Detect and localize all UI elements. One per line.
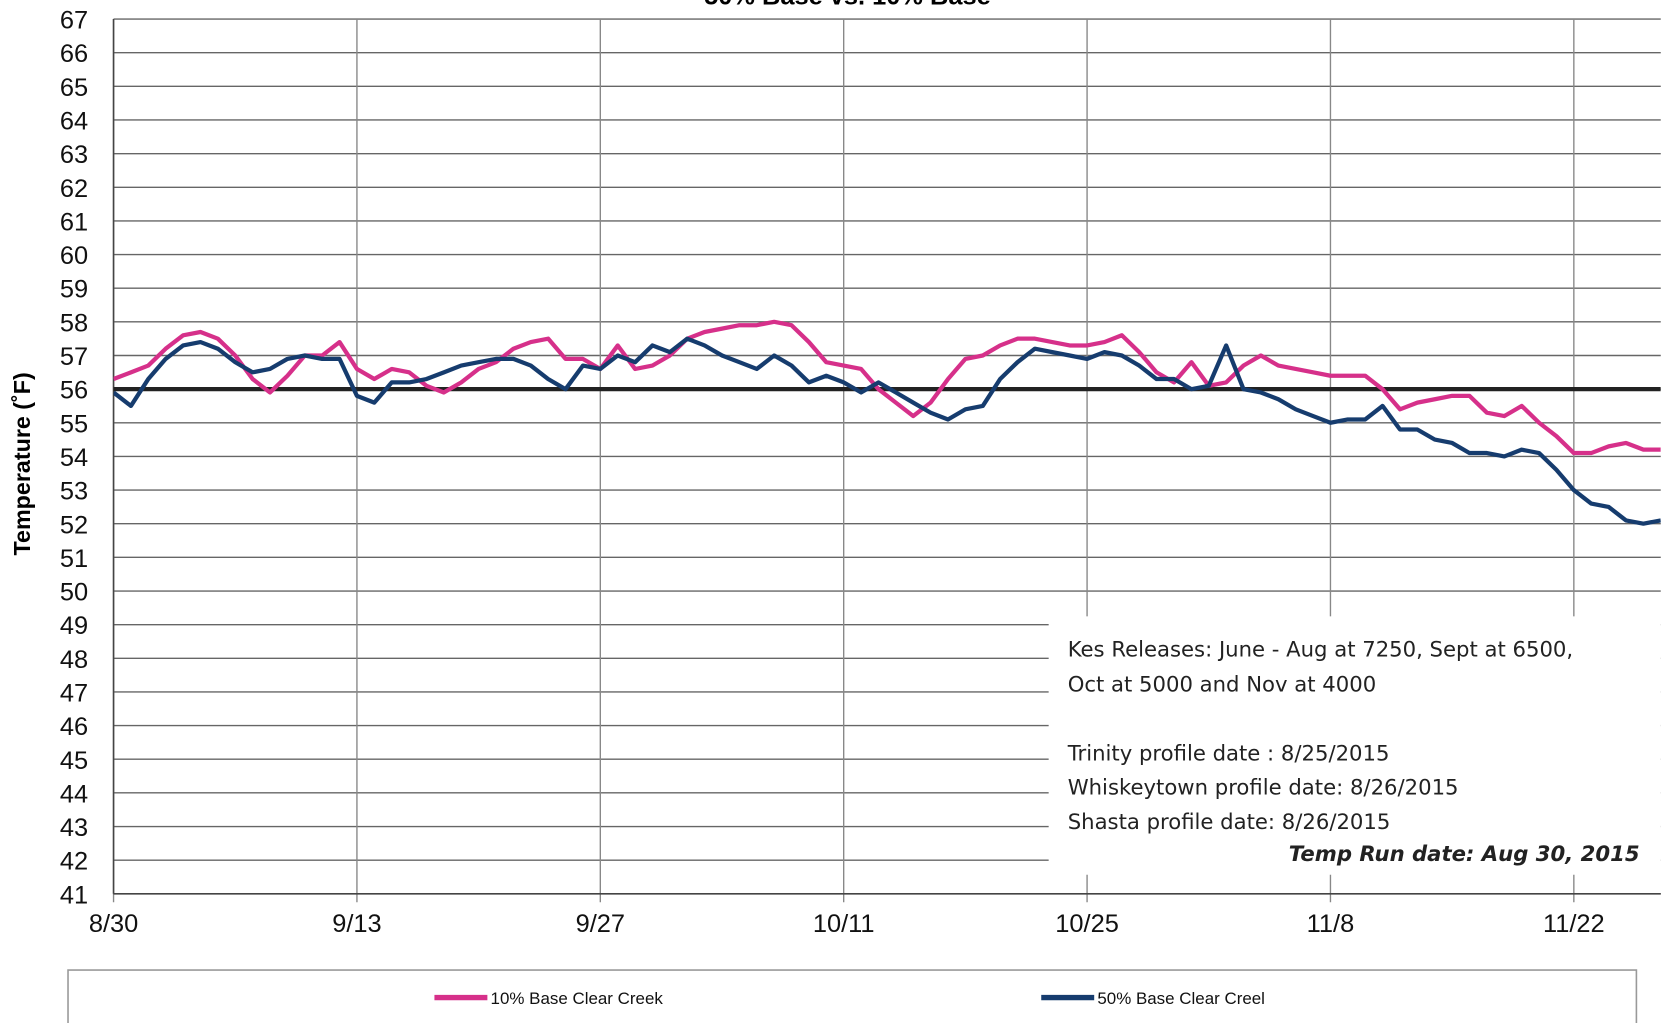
annotation-text: Shasta profile date: 8/26/2015	[1068, 809, 1391, 834]
x-tick-label: 9/27	[576, 910, 625, 938]
x-tick-label: 8/30	[89, 910, 138, 938]
x-tick-label: 10/25	[1055, 910, 1119, 938]
y-tick-label: 62	[60, 175, 88, 203]
y-tick-label: 56	[60, 377, 88, 405]
annotation-text: Whiskeytown profile date: 8/26/2015	[1068, 774, 1459, 799]
y-tick-label: 54	[60, 444, 88, 472]
y-tick-label: 42	[60, 848, 88, 876]
annotation-text: Trinity profile date : 8/25/2015	[1067, 740, 1390, 765]
legend	[67, 969, 1638, 1023]
series-line	[113, 319, 1661, 456]
y-tick-label: 47	[60, 679, 88, 707]
y-tick-label: 53	[60, 478, 88, 506]
x-tick-label: 10/11	[813, 910, 875, 938]
annotation-text: Kes Releases: June - Aug at 7250, Sept a…	[1068, 637, 1573, 662]
y-tick-label: 66	[60, 40, 88, 68]
y-tick-label: 57	[60, 343, 88, 371]
y-axis-label: Temperature (˚F)	[9, 372, 35, 555]
y-tick-label: 46	[60, 713, 88, 741]
y-tick-label: 59	[60, 276, 88, 304]
y-tick-label: 60	[60, 242, 88, 270]
y-tick-label: 61	[60, 208, 88, 236]
annotation-box	[1048, 616, 1661, 875]
chart-title: 50% Base vs. 10% Base	[704, 0, 991, 10]
series-line	[113, 336, 1661, 526]
y-tick-label: 58	[60, 309, 88, 337]
x-tick-label: 11/22	[1543, 910, 1605, 938]
y-tick-label: 44	[60, 780, 88, 808]
y-tick-label: 51	[60, 545, 88, 573]
x-tick-label: 9/13	[332, 910, 381, 938]
legend-label: 10% Base Clear Creek	[491, 989, 664, 1008]
x-tick-label: 11/8	[1307, 910, 1355, 938]
annotation-text: Oct at 5000 and Nov at 4000	[1068, 672, 1376, 697]
run-date: Temp Run date: Aug 30, 2015	[1289, 841, 1640, 866]
y-tick-label: 65	[60, 74, 88, 102]
legend-label: 50% Base Clear Creel	[1097, 989, 1265, 1008]
y-tick-label: 43	[60, 814, 88, 842]
y-tick-label: 55	[60, 410, 88, 438]
y-tick-label: 67	[60, 7, 88, 35]
y-tick-label: 41	[60, 881, 88, 909]
y-tick-label: 52	[60, 511, 88, 539]
y-tick-label: 45	[60, 747, 88, 775]
y-tick-label: 48	[60, 646, 88, 674]
y-tick-label: 49	[60, 612, 88, 640]
y-tick-label: 64	[60, 108, 88, 136]
y-tick-label: 50	[60, 579, 88, 607]
y-tick-label: 63	[60, 141, 88, 169]
